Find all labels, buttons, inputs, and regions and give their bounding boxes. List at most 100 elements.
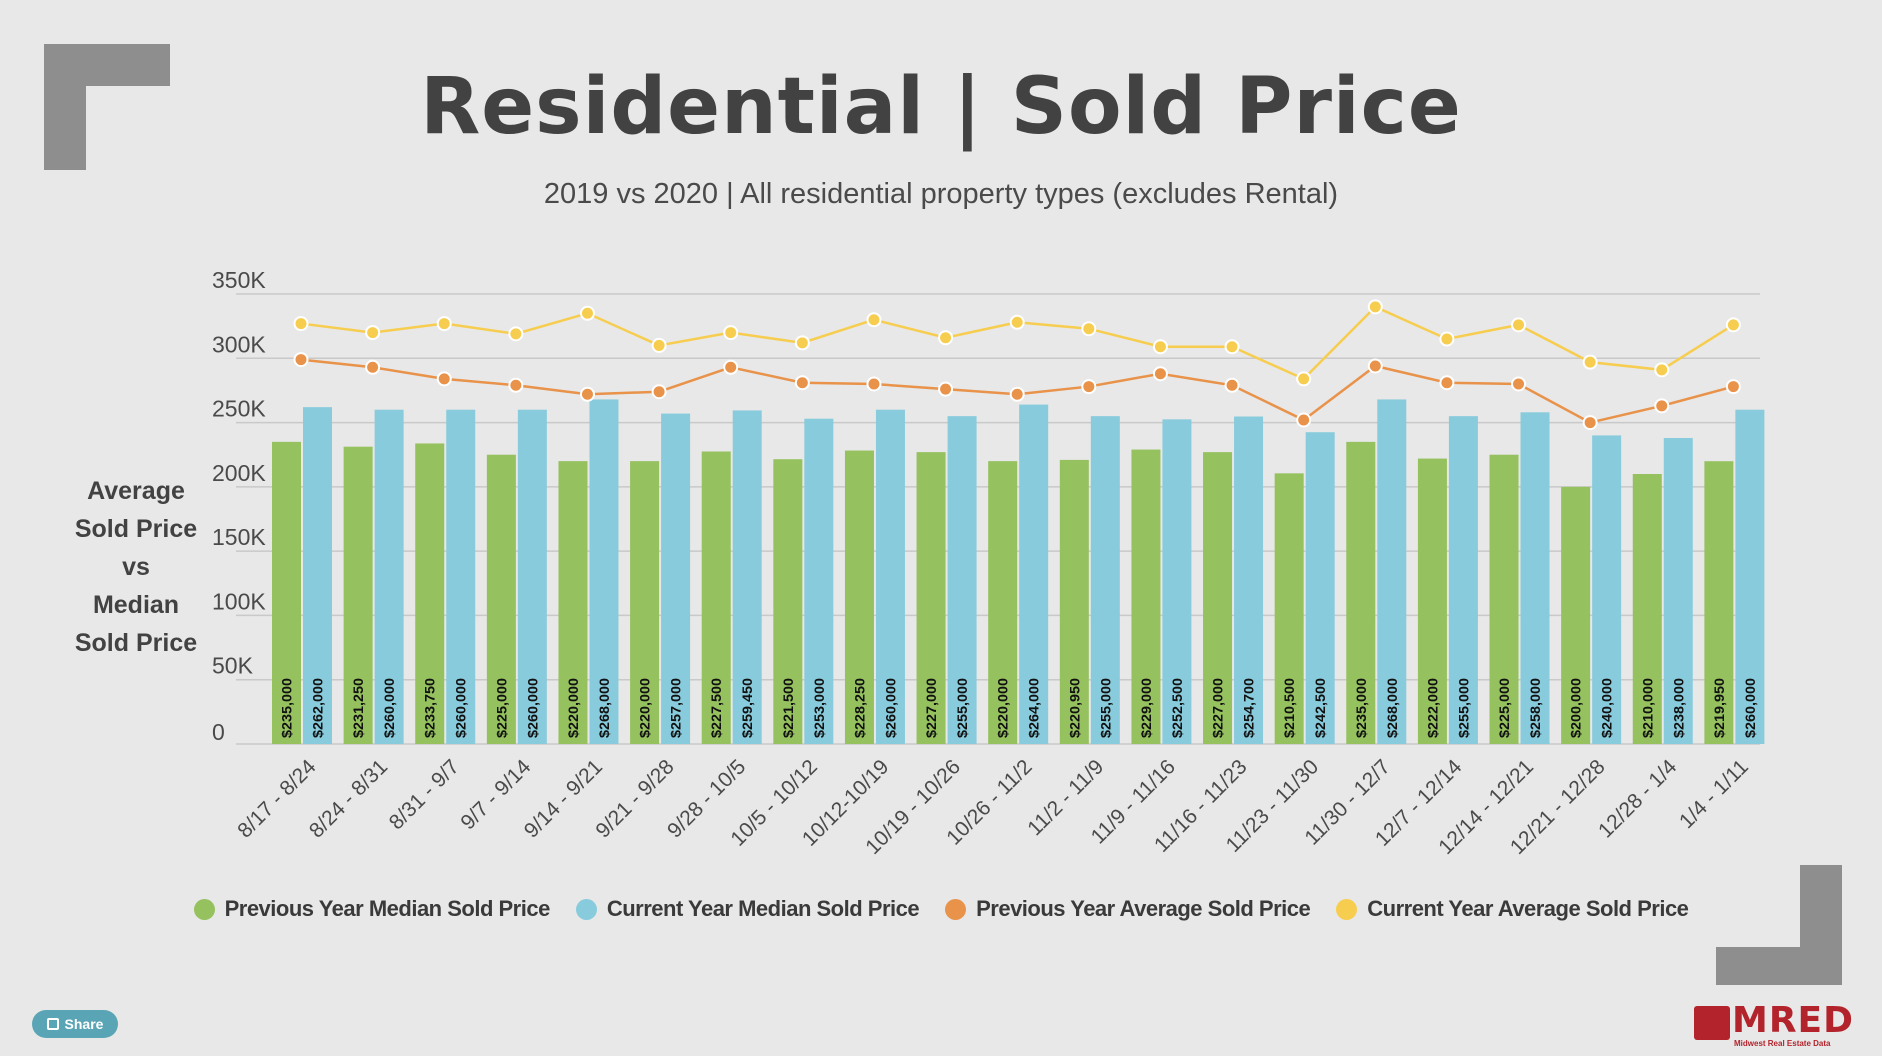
bar-label-current-median: $254,700 <box>1242 678 1257 738</box>
point-current-average <box>1152 339 1168 355</box>
point-previous-average <box>436 371 452 387</box>
bar-label-current-median: $262,000 <box>311 678 326 738</box>
logo-mark-icon <box>1694 1006 1730 1040</box>
point-previous-average <box>293 352 309 368</box>
bar-label-current-median: $242,500 <box>1313 678 1328 738</box>
y-axis-label-line: Average <box>87 477 185 505</box>
bar-current-median <box>947 416 977 744</box>
bar-previous-median <box>1561 486 1591 744</box>
y-axis-label-line: Median <box>92 591 180 619</box>
bar-label-current-median: $240,000 <box>1600 678 1615 738</box>
point-previous-average <box>866 376 882 392</box>
point-current-average <box>1009 314 1025 330</box>
chart-subtitle: 2019 vs 2020 | All residential property … <box>543 178 1339 210</box>
bar-current-median <box>1234 416 1264 744</box>
point-previous-average <box>1654 398 1670 414</box>
bar-current-median <box>589 399 619 744</box>
legend-item-prev-average: Previous Year Average Sold Price <box>945 896 1311 922</box>
legend-swatch <box>945 898 967 920</box>
legend-swatch <box>193 898 215 920</box>
logo-text: MRED <box>1732 1000 1855 1041</box>
bar-label-current-median: $260,000 <box>883 678 898 738</box>
bar-current-median <box>732 410 762 744</box>
point-current-average <box>1296 371 1312 387</box>
bar-previous-median <box>1131 449 1161 744</box>
legend-label: Previous Year Median Sold Price <box>224 896 551 921</box>
bar-label-current-median: $264,000 <box>1027 678 1042 738</box>
legend-item-prev-median: Previous Year Median Sold Price <box>193 896 551 922</box>
bar-label-previous-median: $235,000 <box>280 678 295 738</box>
bar-label-current-median: $252,500 <box>1170 678 1185 738</box>
bar-label-previous-median: $220,950 <box>1067 678 1082 738</box>
point-current-average <box>1439 331 1455 347</box>
bar-previous-median <box>1489 454 1519 744</box>
bar-current-median <box>1520 412 1550 744</box>
point-previous-average <box>723 359 739 375</box>
point-current-average <box>579 305 595 321</box>
y-tick-label: 0 <box>212 719 225 745</box>
legend-swatch <box>1336 898 1358 920</box>
bar-previous-median <box>1203 452 1233 744</box>
bar-current-median <box>1592 435 1622 744</box>
legend-label: Current Year Median Sold Price <box>606 896 920 921</box>
bar-previous-median <box>988 461 1018 744</box>
bar-label-previous-median: $220,000 <box>996 678 1011 738</box>
bar-previous-median <box>486 454 516 744</box>
bar-current-median <box>1663 438 1693 744</box>
point-current-average <box>938 330 954 346</box>
bar-current-median <box>1448 416 1478 744</box>
bar-previous-median <box>701 451 731 744</box>
y-axis-label-line: Sold Price <box>74 515 198 543</box>
bar-label-previous-median: $221,500 <box>781 678 796 738</box>
y-tick-label: 50K <box>212 653 254 679</box>
y-axis-label-line: Sold Price <box>74 629 198 657</box>
point-previous-average <box>794 375 810 391</box>
chart-title: Residential | Sold Price <box>420 62 1462 152</box>
point-previous-average <box>651 384 667 400</box>
point-current-average <box>1081 321 1097 337</box>
bar-current-median <box>374 409 404 744</box>
bar-label-current-median: $255,000 <box>955 678 970 738</box>
bar-label-previous-median: $225,000 <box>494 678 509 738</box>
corner-decoration-bottom-right <box>1716 865 1842 985</box>
mred-logo: MRED Midwest Real Estate Data <box>1694 1000 1856 1048</box>
x-tick-label: 8/31 - 9/7 <box>385 755 464 834</box>
bar-current-median <box>1305 432 1335 744</box>
bar-label-current-median: $255,000 <box>1098 678 1113 738</box>
bar-label-previous-median: $220,000 <box>566 678 581 738</box>
point-previous-average <box>1582 415 1598 431</box>
bar-previous-median <box>558 461 588 744</box>
point-current-average <box>365 325 381 341</box>
bar-previous-median <box>1346 441 1376 744</box>
point-current-average <box>508 326 524 342</box>
y-tick-label: 350K <box>212 267 266 293</box>
bar-label-previous-median: $229,000 <box>1139 678 1154 738</box>
bar-previous-median <box>272 441 301 744</box>
share-icon <box>46 1018 59 1030</box>
point-previous-average <box>1511 376 1527 392</box>
bar-previous-median <box>1632 474 1662 744</box>
point-current-average <box>1367 299 1383 315</box>
legend-item-curr-median: Current Year Median Sold Price <box>575 896 920 922</box>
bar-current-median <box>517 409 547 744</box>
bar-previous-median <box>1704 461 1734 744</box>
point-previous-average <box>1725 379 1741 395</box>
bar-previous-median <box>415 443 445 744</box>
point-previous-average <box>1296 412 1312 428</box>
bar-previous-median <box>630 461 660 744</box>
share-button[interactable]: Share <box>32 1010 118 1038</box>
bar-label-current-median: $258,000 <box>1528 678 1543 738</box>
point-current-average <box>794 335 810 351</box>
y-tick-label: 150K <box>212 524 266 550</box>
bar-current-median <box>1162 419 1192 744</box>
point-previous-average <box>1439 375 1455 391</box>
bar-label-previous-median: $227,000 <box>924 678 939 738</box>
bar-previous-median <box>1274 473 1304 744</box>
bar-current-median <box>1090 416 1120 744</box>
y-tick-label: 100K <box>212 588 266 614</box>
point-current-average <box>1582 354 1598 370</box>
bar-current-median <box>1377 399 1407 744</box>
point-previous-average <box>1152 366 1168 382</box>
point-current-average <box>1511 317 1527 333</box>
point-current-average <box>1654 362 1670 378</box>
